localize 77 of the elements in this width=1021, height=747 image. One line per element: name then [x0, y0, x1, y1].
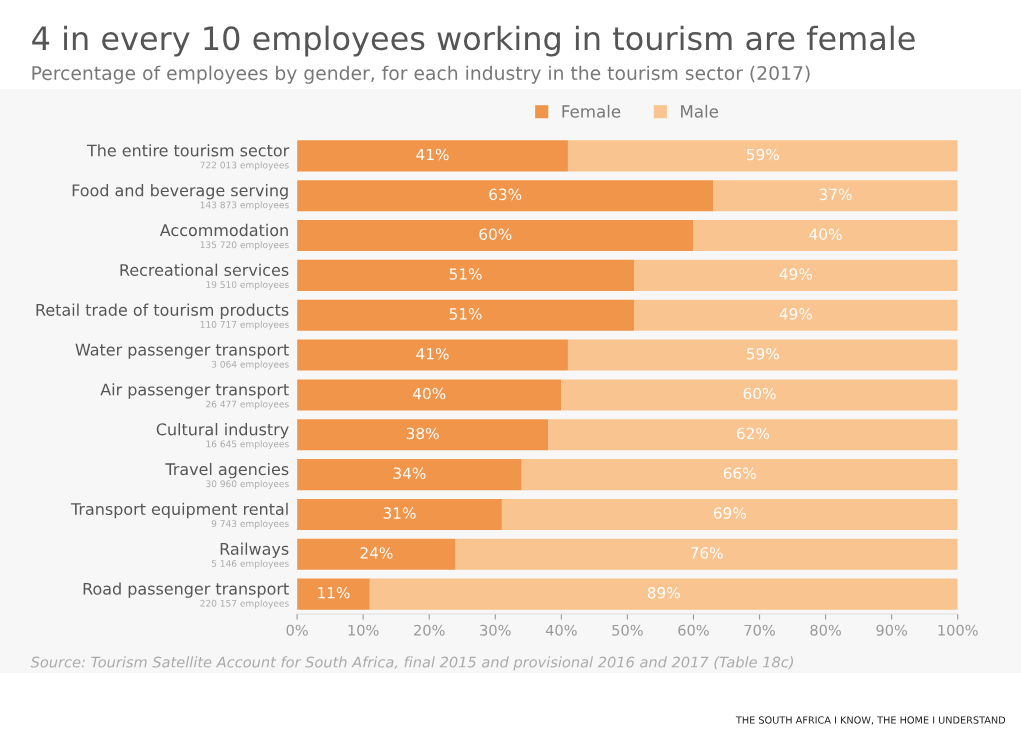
bar [297, 419, 549, 451]
chart-title: 4 in every 10 employees working in tourism are female [32, 25, 915, 57]
bar [455, 538, 958, 570]
data-label: 37% [819, 188, 852, 201]
y-tick-label: Food and beverage serving 143 873 employees [72, 184, 289, 211]
data-label: 38% [406, 427, 439, 440]
bar [548, 419, 958, 451]
bar [501, 498, 958, 530]
y-tick-label: Retail trade of tourism products 110 717 employees [36, 303, 289, 330]
data-label: 31% [383, 507, 416, 519]
y-tick-label: Railways 5 146 employees [211, 542, 289, 569]
x-tick-label: 90% [876, 624, 908, 636]
bar [567, 140, 958, 172]
x-tick-label: 100% [938, 624, 978, 636]
text: THE SOUTH AFRICA I KNOW, THE HOME I UNDERSTAND [735, 716, 1006, 725]
data-label: 60% [743, 387, 776, 400]
y-tick-label: Cultural industry 16 645 employees [156, 423, 289, 450]
bar [297, 140, 568, 172]
legend-label: Female [562, 104, 621, 118]
data-label: 41% [416, 347, 449, 360]
x-tick-label: 20% [414, 624, 445, 636]
data-label: 89% [647, 586, 680, 599]
chart-subtitle: Percentage of employees by gender, for each industry in the tourism sector (2017) [32, 65, 810, 84]
bar [297, 339, 568, 371]
bar [297, 299, 635, 331]
data-label: 62% [737, 427, 770, 440]
bar [693, 220, 958, 252]
data-label: 24% [360, 547, 393, 559]
y-tick-label: Air passenger transport 26 477 employees [100, 383, 289, 410]
data-label: 49% [779, 268, 812, 280]
data-label: 51% [449, 308, 482, 320]
y-tick-label: The entire tourism sector 722 013 employees [86, 144, 290, 171]
x-tick-label: 30% [480, 624, 511, 636]
x-tick-label: 70% [744, 624, 775, 636]
x-tick-label: 50% [612, 624, 643, 636]
data-label: 69% [713, 507, 746, 519]
bar [297, 220, 694, 252]
y-tick-label: Travel agencies 30 960 employees [165, 462, 289, 489]
data-label: 60% [479, 228, 512, 240]
data-label: 34% [393, 467, 426, 480]
data-label: 76% [690, 547, 723, 559]
legend-label: Male [681, 104, 719, 118]
data-label: 59% [747, 148, 779, 161]
x-tick-label: 60% [678, 624, 709, 636]
x-tick-label: 0% [286, 624, 308, 636]
y-tick-label: Water passenger transport 3 064 employees [75, 343, 289, 370]
bar [297, 459, 522, 491]
bar [297, 578, 370, 610]
y-tick-label: Accommodation 135 720 employees [159, 223, 289, 250]
y-tick-label: Recreational services 19 510 employees [120, 263, 289, 290]
data-label: 66% [723, 467, 756, 480]
source-note: Source: Tourism Satellite Account for South Africa, final 2015 and provisional 2016 and 2017 (Table 18c) [30, 656, 794, 671]
bar [634, 259, 958, 291]
bar [634, 299, 958, 331]
data-label: 40% [809, 228, 842, 240]
data-label: 49% [779, 308, 812, 320]
x-tick-label: 80% [810, 624, 841, 636]
x-tick-label: 10% [348, 624, 379, 636]
data-label: 63% [489, 188, 522, 201]
bar [713, 180, 958, 212]
bar [297, 180, 714, 212]
data-label: 51% [449, 268, 482, 280]
bar [369, 578, 958, 610]
bar [297, 379, 562, 411]
y-tick-label: Transport equipment rental 9 743 employees [70, 502, 289, 529]
data-label: 41% [416, 148, 449, 161]
bar [567, 339, 958, 371]
bar [297, 259, 635, 291]
x-tick-label: 40% [545, 624, 577, 636]
bar [521, 459, 958, 491]
bar [297, 538, 456, 570]
data-label: 11% [318, 586, 350, 599]
data-label: 59% [747, 347, 779, 360]
bar [297, 498, 502, 530]
bar [561, 379, 958, 411]
y-tick-label: Road passenger transport 220 157 employees [83, 582, 289, 609]
data-label: 40% [413, 387, 446, 400]
